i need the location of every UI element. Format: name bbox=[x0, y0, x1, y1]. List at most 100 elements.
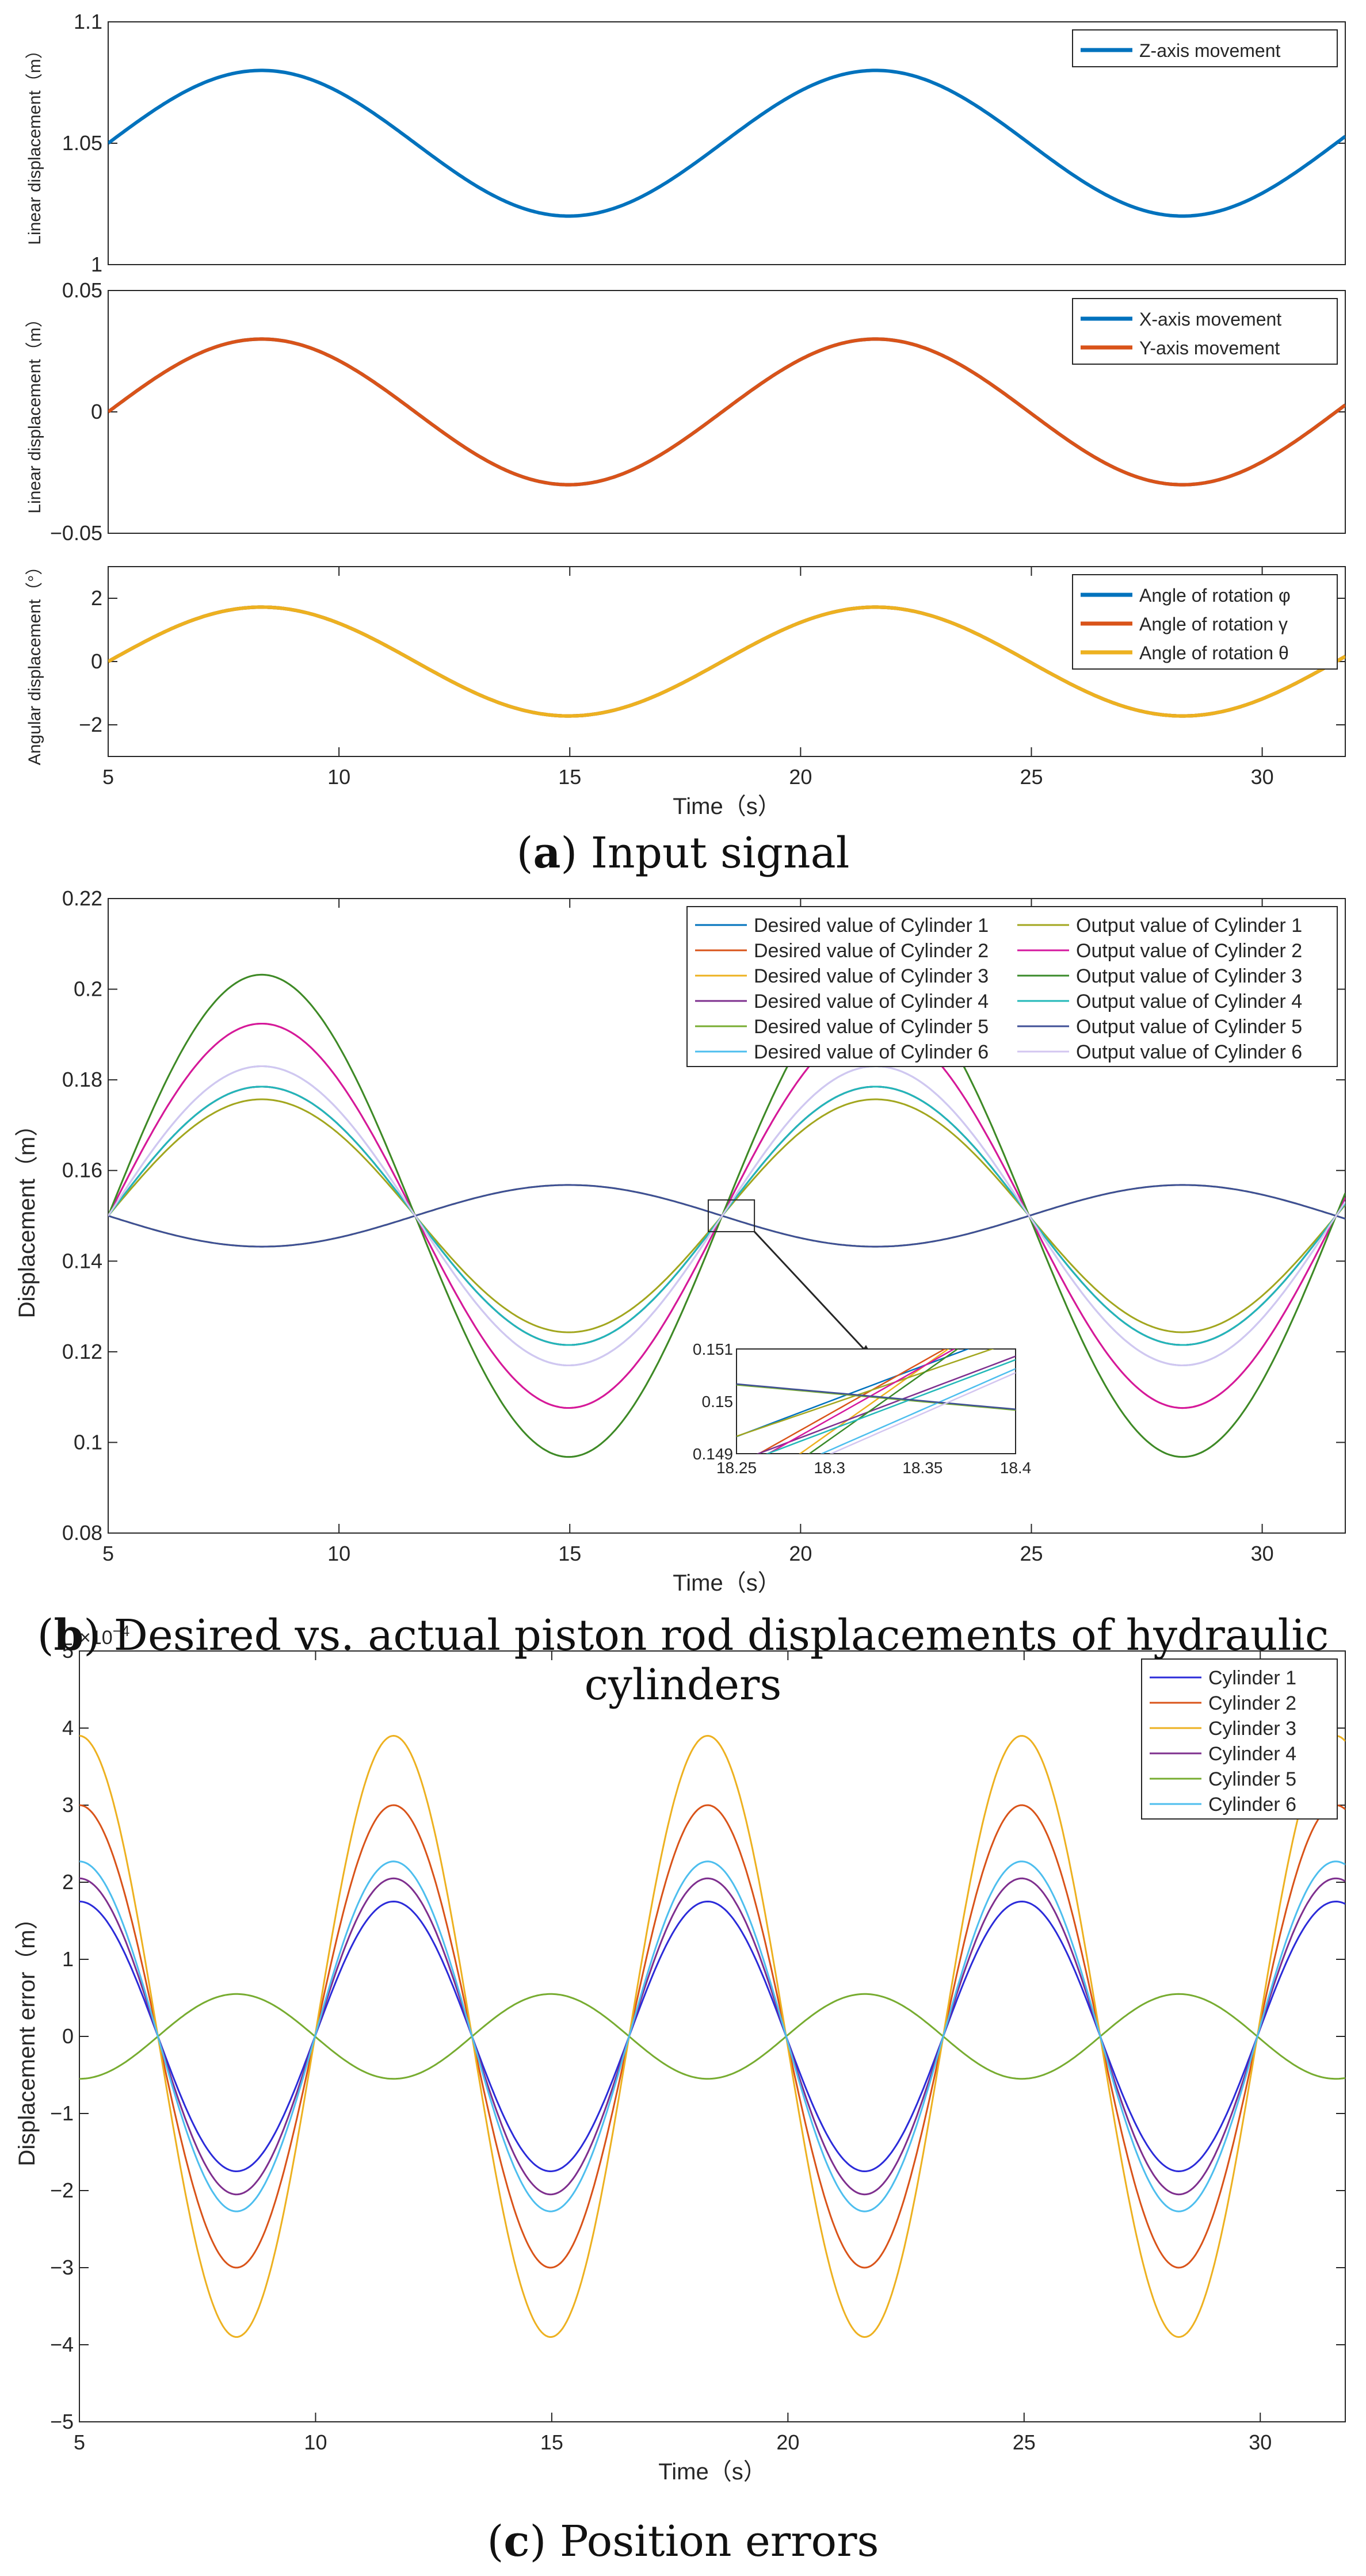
y-tick-label: 0.14 bbox=[62, 1249, 102, 1272]
x-tick-label: 25 bbox=[1013, 2430, 1036, 2454]
y-tick-label: 2 bbox=[91, 586, 102, 610]
legend-label: Angle of rotation γ bbox=[1139, 614, 1288, 635]
legend-label: Desired value of Cylinder 3 bbox=[754, 965, 989, 987]
y-tick-label: −0.05 bbox=[50, 521, 102, 545]
caption-b: (b) Desired vs. actual piston rod displa… bbox=[37, 1611, 1329, 1710]
legend-label: Cylinder 3 bbox=[1208, 1718, 1296, 1740]
y-axis-label: Displacement error（m） bbox=[14, 1906, 40, 2166]
inset-x-tick-label: 18.4 bbox=[1000, 1459, 1032, 1477]
inset-series-line-1 bbox=[737, 1349, 970, 1438]
x-tick-label: 5 bbox=[74, 2430, 85, 2454]
series-line-2 bbox=[108, 337, 1345, 487]
legend: X-axis movement Y-axis movement bbox=[1072, 298, 1338, 365]
legend: Angle of rotation φ Angle of rotation γ An… bbox=[1072, 574, 1338, 670]
series-line-4 bbox=[79, 1877, 1345, 2196]
y-tick-label: 0 bbox=[91, 649, 102, 673]
legend-label: Cylinder 2 bbox=[1208, 1692, 1296, 1714]
inset-y-tick-label: 0.151 bbox=[693, 1340, 733, 1358]
legend-label: Output value of Cylinder 6 bbox=[1076, 1041, 1302, 1063]
x-tick-label: 10 bbox=[327, 1542, 350, 1565]
y-tick-label: 0.16 bbox=[62, 1159, 102, 1182]
y-tick-label: 3 bbox=[62, 1793, 74, 1817]
chart-a1: 1 1.05 1.1 Linear displacement（m） Z-axis mov… bbox=[25, 10, 1346, 276]
x-tick-label: 15 bbox=[558, 765, 581, 789]
y-tick-label: −1 bbox=[50, 2101, 74, 2125]
legend-label: Cylinder 1 bbox=[1208, 1667, 1296, 1689]
y-tick-label: 1 bbox=[62, 1947, 74, 1971]
x-tick-label: 20 bbox=[776, 2430, 799, 2454]
y-axis-label: Linear displacement（m） bbox=[25, 310, 44, 513]
series-line-11 bbox=[108, 1184, 1345, 1248]
y-tick-label: 0.08 bbox=[62, 1521, 102, 1545]
y-tick-label: 1 bbox=[91, 253, 102, 276]
inset-series-line-11 bbox=[737, 1383, 1016, 1410]
series-line-3 bbox=[108, 605, 1345, 718]
y-tick-label: −2 bbox=[50, 2178, 74, 2202]
y-tick-label: −3 bbox=[50, 2256, 74, 2279]
legend-label: Cylinder 5 bbox=[1208, 1768, 1296, 1790]
legend-box bbox=[686, 906, 1338, 1067]
legend-label: Z-axis movement bbox=[1139, 40, 1281, 61]
x-axis-label: Time（s） bbox=[673, 794, 780, 819]
legend-label: Output value of Cylinder 4 bbox=[1076, 991, 1302, 1012]
legend-label: Desired value of Cylinder 6 bbox=[754, 1041, 989, 1063]
y-tick-label: 1.1 bbox=[74, 10, 102, 33]
series-line-1 bbox=[79, 1900, 1345, 2173]
inset-series-line-2 bbox=[757, 1349, 947, 1454]
y-axis-label: Angular displacement（°） bbox=[25, 558, 44, 766]
legend-label: Desired value of Cylinder 2 bbox=[754, 940, 989, 962]
chart-c: −5 −4 −3 −2 −1 0 1 2 3 4 5 5 10 15 20 25 30 Time（s） Displa… bbox=[14, 1622, 1346, 2485]
chart-a2: −0.05 0 0.05 Linear displacement（m） X-axis m… bbox=[25, 278, 1346, 545]
x-tick-label: 5 bbox=[102, 765, 114, 789]
caption-a: (a) Input signal bbox=[516, 828, 850, 878]
caption-c: (c) Position errors bbox=[487, 2517, 879, 2566]
x-tick-label: 30 bbox=[1251, 1542, 1274, 1565]
legend-label: Desired value of Cylinder 5 bbox=[754, 1016, 989, 1038]
series-line-12 bbox=[108, 1065, 1345, 1367]
y-axis-label: Linear displacement（m） bbox=[25, 41, 44, 244]
y-tick-label: −5 bbox=[50, 2410, 74, 2433]
x-tick-label: 20 bbox=[789, 1542, 812, 1565]
y-scale-exponent: −4 bbox=[113, 1622, 130, 1639]
y-tick-label: 0.12 bbox=[62, 1340, 102, 1363]
plot-frame bbox=[79, 1650, 1346, 2422]
inset-x-tick-label: 18.25 bbox=[716, 1459, 757, 1477]
inset-x-tick-label: 18.3 bbox=[814, 1459, 845, 1477]
series-line-2 bbox=[79, 1804, 1345, 2269]
chart-b: 0.08 0.1 0.12 0.14 0.16 0.18 0.2 0.22 5 10 15 20 25 3… bbox=[14, 886, 1346, 1596]
y-tick-label: 0.22 bbox=[62, 886, 102, 910]
x-tick-label: 25 bbox=[1020, 1542, 1043, 1565]
y-tick-label: 1.05 bbox=[62, 131, 102, 155]
series-line-6 bbox=[79, 1860, 1345, 2212]
y-tick-label: 0.05 bbox=[62, 278, 102, 302]
y-tick-label: 5 bbox=[62, 1639, 74, 1662]
legend-label: X-axis movement bbox=[1139, 309, 1281, 330]
y-axis-label: Displacement（m） bbox=[14, 1114, 40, 1318]
series-line-5 bbox=[79, 1993, 1345, 2080]
y-tick-label: 0 bbox=[62, 2024, 74, 2048]
legend: Z-axis movement bbox=[1072, 29, 1338, 67]
x-tick-label: 25 bbox=[1020, 765, 1043, 789]
y-tick-label: 0.18 bbox=[62, 1068, 102, 1091]
x-tick-label: 15 bbox=[540, 2430, 563, 2454]
x-axis-label: Time（s） bbox=[673, 1570, 780, 1596]
legend-label: Output value of Cylinder 3 bbox=[1076, 965, 1302, 987]
x-tick-label: 30 bbox=[1249, 2430, 1272, 2454]
inset-series-line-3 bbox=[799, 1349, 950, 1454]
x-tick-label: 10 bbox=[327, 765, 350, 789]
legend-label: Angle of rotation φ bbox=[1139, 585, 1291, 606]
legend-label: Desired value of Cylinder 4 bbox=[754, 991, 989, 1012]
inset-series-line-4 bbox=[756, 1355, 1016, 1454]
inset-series-line-10 bbox=[765, 1359, 1016, 1454]
inset-series-line-7 bbox=[737, 1349, 995, 1437]
series-line-1 bbox=[108, 68, 1345, 218]
y-tick-label: −4 bbox=[50, 2333, 74, 2356]
zoom-box bbox=[707, 1199, 756, 1233]
y-tick-label: 0 bbox=[91, 400, 102, 423]
inset-plot: 0.149 0.15 0.151 18.25 18.3 18.35 18.4 bbox=[693, 1340, 1032, 1477]
legend-label: Output value of Cylinder 1 bbox=[1076, 915, 1302, 937]
inset-series-line-8 bbox=[766, 1349, 956, 1454]
inset-series-line-9 bbox=[808, 1349, 959, 1454]
